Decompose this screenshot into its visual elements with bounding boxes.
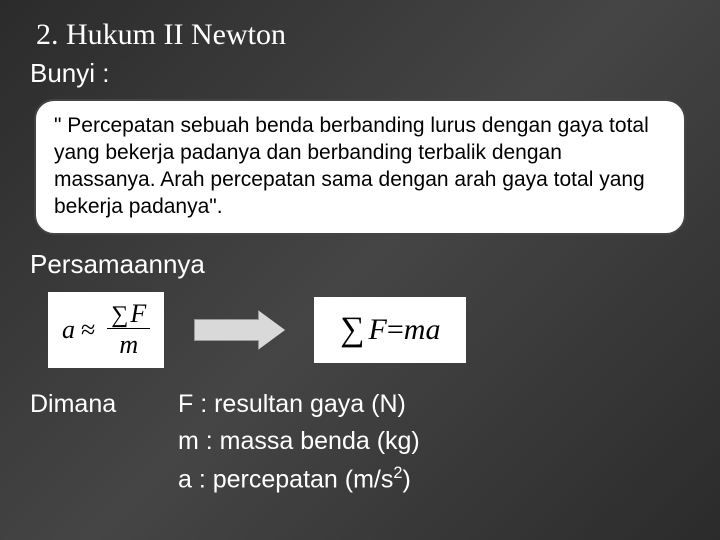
def-a: a : percepatan (m/s2) — [178, 464, 420, 494]
dimana-label: Dimana — [30, 390, 130, 494]
equation-row: a ≈ ∑F m ∑ F = ma — [48, 292, 690, 369]
sigma-icon: ∑ — [111, 302, 128, 328]
def-m: m : massa benda (kg) — [178, 427, 420, 456]
slide-content: 2. Hukum II Newton Bunyi : " Percepatan … — [0, 0, 720, 515]
equation-2: ∑ F = ma — [314, 297, 466, 363]
equation-1: a ≈ ∑F m — [48, 292, 164, 369]
persamaan-label: Persamaannya — [30, 249, 690, 280]
eq1-lhs: a — [62, 315, 75, 345]
def-f: F : resultan gaya (N) — [178, 390, 420, 419]
arrow-icon — [194, 315, 284, 345]
def-a-pre: a : percepatan (m/s — [178, 466, 393, 494]
eq2-eq: = — [387, 313, 404, 347]
eq1-numerator: ∑F — [107, 300, 150, 330]
definition-box: " Percepatan sebuah benda berbanding lur… — [34, 99, 686, 235]
bunyi-label: Bunyi : — [30, 58, 690, 89]
slide-title: 2. Hukum II Newton — [36, 18, 690, 52]
eq1-fraction: ∑F m — [107, 300, 150, 361]
where-row: Dimana F : resultan gaya (N) m : massa b… — [30, 390, 690, 494]
eq1-num-var: F — [130, 299, 146, 328]
where-definitions: F : resultan gaya (N) m : massa benda (k… — [178, 390, 420, 494]
def-a-post: ) — [402, 466, 410, 494]
eq1-denominator: m — [115, 329, 142, 360]
sigma-icon: ∑ — [340, 311, 364, 349]
eq2-var: F — [369, 313, 387, 347]
eq2-rhs: ma — [404, 313, 441, 347]
eq1-op: ≈ — [81, 315, 95, 345]
